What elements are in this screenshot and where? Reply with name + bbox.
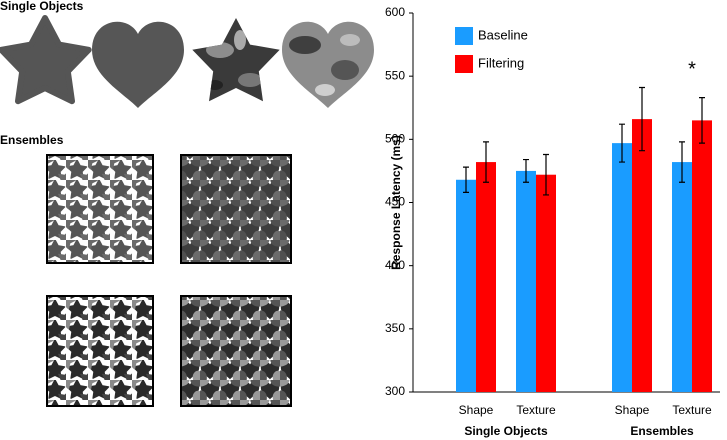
bar <box>692 120 712 392</box>
bar-chart: 300 350 400 450 500 550 600 Response Latency (m… <box>385 5 720 438</box>
ensemble-images <box>46 154 292 407</box>
x-tick-label: Texture <box>672 403 712 417</box>
y-tick-label: 550 <box>385 68 405 82</box>
error-bar <box>639 86 645 152</box>
bar <box>476 162 496 392</box>
legend-swatch <box>455 55 473 73</box>
bar <box>672 162 692 392</box>
error-bar <box>679 141 685 183</box>
y-tick-label: 600 <box>385 5 405 19</box>
x-tick-label: Shape <box>615 403 650 417</box>
y-tick-label: 400 <box>385 258 405 272</box>
group-label: Single Objects <box>464 424 548 438</box>
y-axis-label: Response Latency (ms) <box>389 135 403 270</box>
panel-label: Single Objects <box>0 0 84 13</box>
legend-label: Baseline <box>478 27 528 42</box>
error-bar <box>619 123 625 163</box>
legend-swatch <box>455 27 473 45</box>
y-tick-label: 350 <box>385 321 405 335</box>
y-tick-label: 300 <box>385 384 405 398</box>
error-bar <box>483 141 489 183</box>
x-tick-label: Texture <box>516 403 556 417</box>
y-tick-label: 500 <box>385 132 405 146</box>
group-label: Ensembles <box>630 424 694 438</box>
bar <box>456 179 476 392</box>
single-object-images <box>1 15 374 109</box>
x-tick-label: Shape <box>459 403 494 417</box>
annotation: * <box>688 58 696 80</box>
bar <box>632 119 652 393</box>
legend-label: Filtering <box>478 55 524 70</box>
y-tick-label: 450 <box>385 195 405 209</box>
error-bar <box>463 166 469 193</box>
error-bar <box>543 153 549 196</box>
error-bar <box>523 158 529 183</box>
bar <box>536 174 556 392</box>
bar <box>516 170 536 392</box>
error-bar <box>699 97 705 144</box>
bar <box>612 143 632 392</box>
panel-label: Ensembles <box>0 133 64 147</box>
